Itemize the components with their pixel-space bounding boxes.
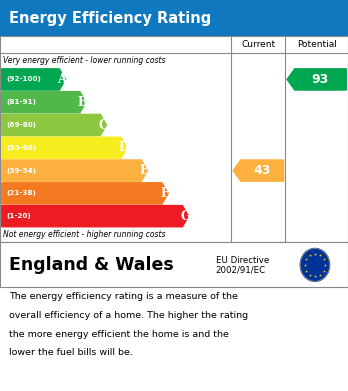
Text: Energy Efficiency Rating: Energy Efficiency Rating	[9, 11, 211, 26]
Text: lower the fuel bills will be.: lower the fuel bills will be.	[9, 348, 133, 357]
Text: 43: 43	[253, 164, 270, 177]
Text: F: F	[160, 187, 169, 200]
Circle shape	[300, 249, 330, 282]
FancyArrow shape	[2, 160, 148, 181]
Text: A: A	[57, 73, 67, 86]
FancyArrow shape	[2, 183, 168, 204]
FancyArrow shape	[2, 115, 106, 136]
Text: (1-20): (1-20)	[6, 213, 31, 219]
Text: Potential: Potential	[297, 40, 337, 49]
Text: (81-91): (81-91)	[6, 99, 36, 105]
Text: C: C	[98, 118, 108, 131]
Bar	[0, 242, 348, 287]
FancyArrow shape	[287, 69, 346, 90]
Text: the more energy efficient the home is and the: the more energy efficient the home is an…	[9, 330, 229, 339]
Text: (39-54): (39-54)	[6, 168, 36, 174]
Text: 2002/91/EC: 2002/91/EC	[216, 265, 266, 274]
Text: Not energy efficient - higher running costs: Not energy efficient - higher running co…	[3, 230, 166, 240]
Text: (92-100): (92-100)	[6, 76, 41, 83]
FancyArrow shape	[2, 137, 127, 158]
Text: Very energy efficient - lower running costs: Very energy efficient - lower running co…	[3, 56, 166, 65]
FancyArrow shape	[2, 91, 86, 113]
Text: The energy efficiency rating is a measure of the: The energy efficiency rating is a measur…	[9, 292, 238, 301]
FancyArrow shape	[2, 206, 189, 227]
Text: (21-38): (21-38)	[6, 190, 36, 196]
Text: B: B	[78, 96, 88, 109]
Text: EU Directive: EU Directive	[216, 256, 269, 265]
Text: Current: Current	[241, 40, 276, 49]
Text: (55-68): (55-68)	[6, 145, 36, 151]
FancyArrow shape	[2, 69, 65, 90]
Text: England & Wales: England & Wales	[9, 256, 173, 274]
Text: D: D	[119, 141, 129, 154]
Text: G: G	[180, 210, 190, 222]
Text: 93: 93	[311, 73, 329, 86]
Text: (69-80): (69-80)	[6, 122, 36, 128]
Bar	[0, 0, 348, 36]
Text: E: E	[140, 164, 149, 177]
Bar	[0, 36, 348, 242]
Text: overall efficiency of a home. The higher the rating: overall efficiency of a home. The higher…	[9, 311, 248, 320]
FancyArrow shape	[233, 160, 284, 181]
